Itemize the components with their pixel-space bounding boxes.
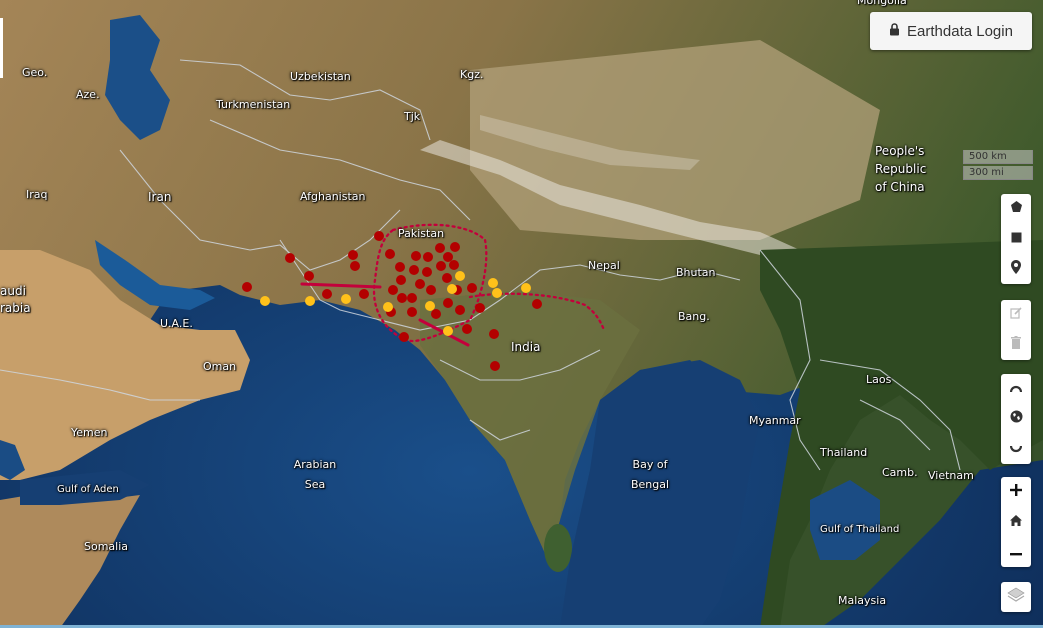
antarctic-projection-button[interactable]	[1001, 434, 1031, 464]
earthdata-login-button[interactable]: Earthdata Login	[870, 12, 1032, 50]
earthdata-login-label: Earthdata Login	[907, 22, 1013, 40]
arctic-projection-icon	[1009, 380, 1023, 398]
draw-polygon-button[interactable]	[1001, 194, 1031, 224]
lock-icon	[889, 22, 900, 40]
draw-point-button[interactable]	[1001, 254, 1031, 284]
edit-icon	[1010, 306, 1022, 324]
globe-icon	[1010, 410, 1023, 428]
draw-rectangle-button[interactable]	[1001, 224, 1031, 254]
scale-km: 500 km	[963, 150, 1033, 164]
side-panel-edge[interactable]	[0, 18, 3, 78]
draw-polygon-icon	[1010, 200, 1023, 218]
bottom-edge	[0, 625, 1043, 628]
draw-point-icon	[1011, 259, 1021, 279]
projection-toolbar	[1001, 374, 1031, 464]
layers-control	[1001, 582, 1031, 612]
zoom-in-button[interactable]	[1001, 477, 1031, 507]
zoom-out-button[interactable]	[1001, 537, 1031, 567]
antarctic-projection-icon	[1009, 440, 1023, 458]
geographic-projection-button[interactable]	[1001, 404, 1031, 434]
trash-icon	[1011, 336, 1021, 354]
home-icon	[1010, 513, 1022, 531]
zoom-toolbar	[1001, 477, 1031, 567]
zoom-out-icon	[1010, 543, 1022, 561]
scale-bar: 500 km 300 mi	[963, 150, 1033, 182]
zoom-in-icon	[1010, 483, 1022, 501]
scale-mi: 300 mi	[963, 166, 1033, 180]
layers-icon	[1007, 586, 1025, 609]
arctic-projection-button[interactable]	[1001, 374, 1031, 404]
draw-toolbar	[1001, 194, 1031, 284]
home-button[interactable]	[1001, 507, 1031, 537]
layers-button[interactable]	[1001, 582, 1031, 612]
edit-toolbar	[1001, 300, 1031, 360]
edit-button[interactable]	[1001, 300, 1031, 330]
draw-rectangle-icon	[1011, 230, 1022, 248]
delete-button[interactable]	[1001, 330, 1031, 360]
